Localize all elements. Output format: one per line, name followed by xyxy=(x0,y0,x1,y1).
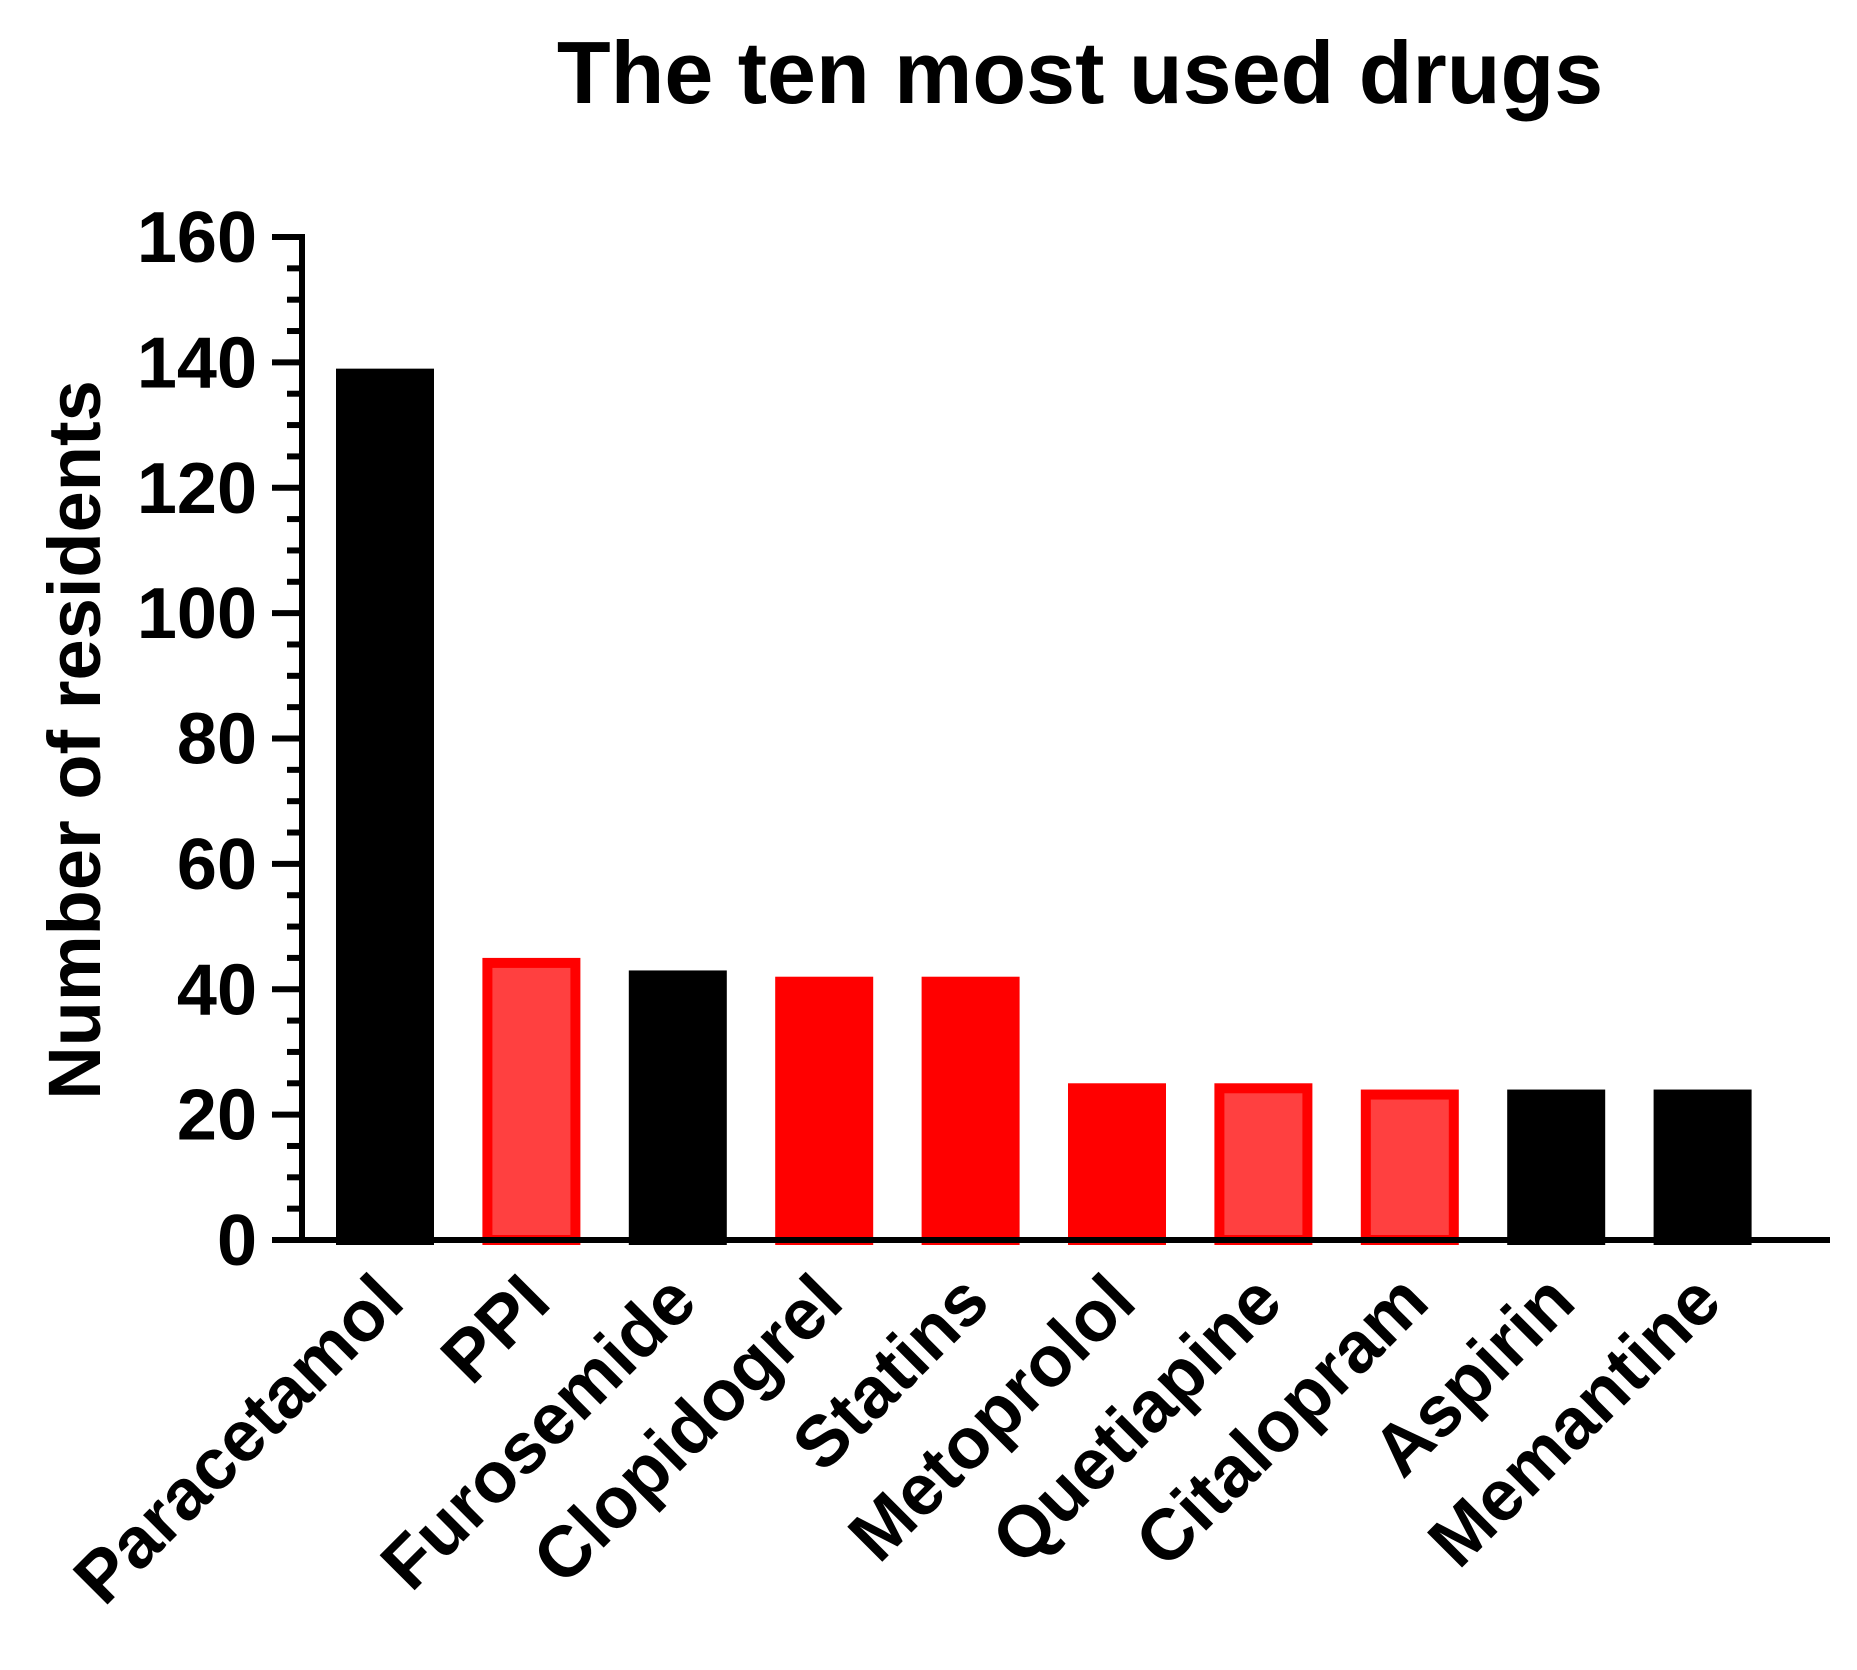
bar-citalopram xyxy=(1360,1089,1459,1246)
y-tick-label: 20 xyxy=(177,1076,257,1156)
x-tick-label: Paracetamol xyxy=(59,1260,418,1619)
bar-clopidogrel xyxy=(775,976,874,1246)
y-tick-label: 100 xyxy=(137,574,257,654)
bar-ppi xyxy=(482,957,581,1245)
bar-furosemide xyxy=(628,970,727,1245)
y-tick-label: 160 xyxy=(137,198,257,278)
y-tick-label: 40 xyxy=(177,950,257,1030)
bar-aspirin xyxy=(1507,1089,1606,1246)
x-axis-tick-labels: Paracetamol PPIFurosemideClopidogrelStati… xyxy=(59,1260,1736,1619)
y-tick-label: 60 xyxy=(177,825,257,905)
bar-paracetamol xyxy=(336,368,434,1245)
bar-statins xyxy=(921,976,1020,1246)
y-tick-label: 120 xyxy=(137,449,257,529)
bar-quetiapine xyxy=(1214,1083,1313,1245)
y-axis-ticks: 0 20 40 60 80 100 120 140 160 xyxy=(137,198,302,1281)
y-tick-label: 0 xyxy=(217,1201,257,1281)
y-tick-label: 80 xyxy=(177,700,257,780)
bars xyxy=(336,368,1752,1246)
y-tick-label: 140 xyxy=(137,323,257,403)
bar-metoprolol xyxy=(1068,1083,1166,1245)
chart-title: The ten most used drugs xyxy=(557,23,1603,122)
bar-memantine xyxy=(1653,1089,1752,1246)
y-axis-label: Number of residents xyxy=(33,380,116,1100)
